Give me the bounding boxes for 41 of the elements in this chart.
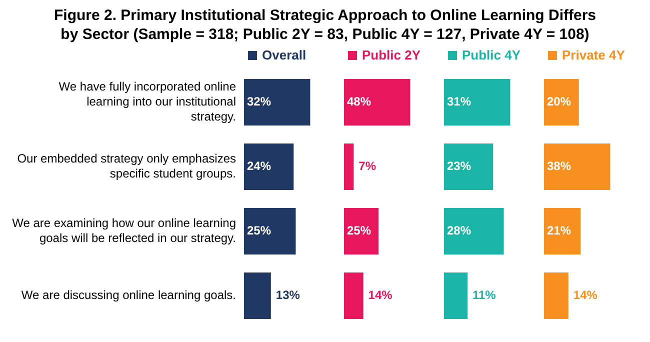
legend-label: Public 4Y <box>462 48 521 63</box>
data-label: 25% <box>247 224 272 238</box>
bar <box>244 272 271 319</box>
data-label: 32% <box>247 94 272 109</box>
data-label: 21% <box>547 224 572 238</box>
data-label: 13% <box>276 288 300 302</box>
bar <box>544 144 610 190</box>
data-label: 14% <box>573 288 598 302</box>
bar <box>244 79 310 126</box>
legend-label: Public 2Y <box>362 48 421 63</box>
bar <box>344 79 410 126</box>
bar <box>344 144 354 190</box>
chart-title: Figure 2. Primary Institutional Strategic Approach to Online Learning Differs by Sector (Sample = 318; Public 2Y = 83, Public 4Y = 127, Private 4Y = 108) <box>52 6 598 44</box>
bar <box>544 208 581 254</box>
y-tick-label: We are discussing online learning goals. <box>21 288 236 302</box>
y-tick-label: We have fully incorporated online learning into our institutional strategy. <box>58 80 236 124</box>
bar <box>444 79 510 126</box>
y-tick-label: We are examining how our online learning goals will be reflected in our strategy. <box>12 216 236 246</box>
data-label: 24% <box>247 159 272 174</box>
bar <box>544 272 568 319</box>
data-label: 48% <box>347 94 372 109</box>
data-label: 23% <box>447 159 472 174</box>
data-label: 38% <box>547 159 572 174</box>
data-label: 11% <box>472 288 496 302</box>
data-label: 20% <box>547 94 572 109</box>
data-label: 7% <box>358 159 376 174</box>
bar <box>244 208 296 254</box>
data-label: 25% <box>347 224 372 238</box>
bar <box>444 272 468 319</box>
bar <box>244 144 294 190</box>
y-tick-label: Our embedded strategy only emphasizes specific student groups. <box>17 152 236 181</box>
bar <box>444 144 494 190</box>
data-label: 28% <box>447 224 472 238</box>
data-label: 31% <box>447 94 472 109</box>
bar <box>344 208 378 254</box>
legend-label: Private 4Y <box>562 48 626 63</box>
bar <box>544 79 579 126</box>
bar <box>344 272 364 319</box>
data-label: 14% <box>368 288 393 302</box>
legend-label: Overall <box>262 48 306 63</box>
bar <box>444 208 504 254</box>
